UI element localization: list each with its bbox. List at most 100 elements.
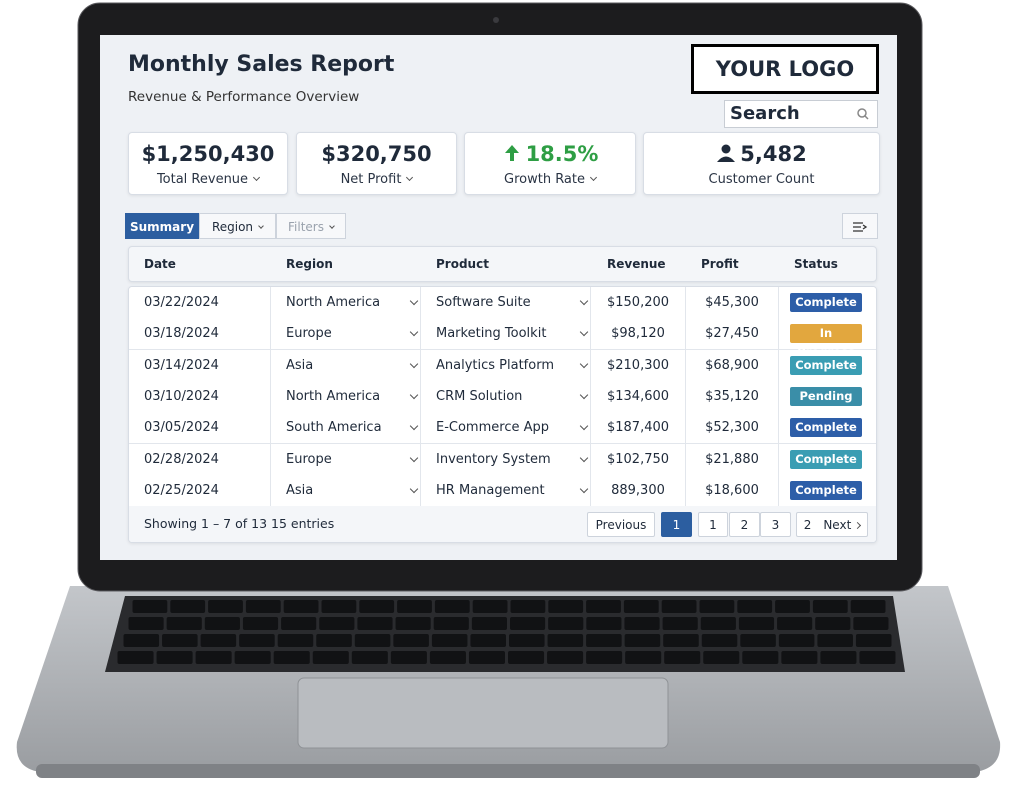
kpi-value: $320,750	[297, 142, 456, 166]
key	[166, 617, 202, 630]
cell-text: South America	[286, 420, 382, 436]
key	[703, 651, 740, 664]
column-header[interactable]: Region	[286, 257, 333, 271]
kpi-card: $1,250,430 Total Revenue	[128, 132, 288, 195]
cell-text: Marketing Toolkit	[436, 326, 547, 342]
cell-text: Analytics Platform	[436, 357, 554, 373]
table-cell: CRM Solution	[421, 380, 591, 412]
key	[510, 600, 546, 613]
dropdown-chevron	[579, 421, 589, 431]
page-button[interactable]: 2 Next	[796, 512, 868, 537]
table-cell: 02/28/2024	[129, 443, 271, 475]
key	[510, 617, 546, 630]
table-cell: 03/18/2024	[129, 318, 271, 350]
key	[281, 617, 317, 630]
tab-label: Region	[211, 220, 254, 234]
kpi-value-text: 18.5%	[525, 142, 599, 166]
key	[200, 634, 237, 647]
cell-text: 889,300	[611, 482, 665, 498]
page-label: 1	[672, 518, 681, 532]
table-cell: In Progress	[779, 318, 876, 359]
dropdown-chevron	[406, 173, 414, 182]
tab[interactable]: Region	[199, 213, 276, 239]
dropdown-chevron	[579, 296, 589, 306]
status-badge: Complete	[790, 480, 862, 500]
key	[586, 600, 621, 613]
table-cell: Inventory System	[421, 443, 591, 475]
table-cell: $27,450	[686, 318, 779, 350]
column-header[interactable]: Revenue	[607, 257, 666, 271]
cell-text: $98,120	[611, 326, 665, 342]
page-button[interactable]: 1	[698, 512, 728, 537]
cell-text: $210,300	[606, 357, 670, 373]
tab[interactable]: Summary	[125, 213, 199, 239]
key	[778, 634, 815, 647]
dropdown-chevron	[579, 359, 589, 368]
table-cell: Complete	[779, 287, 876, 318]
key	[625, 651, 662, 664]
trackpad	[297, 677, 669, 749]
cell-text: $150,200	[606, 295, 670, 310]
status-badge: Complete	[790, 355, 862, 375]
table-cell: Europe	[271, 318, 421, 350]
table-cell: 03/10/2024	[129, 380, 271, 412]
kpi-label-text: Growth Rate	[504, 172, 585, 187]
key	[429, 651, 466, 664]
kpi-value-text: $320,750	[321, 142, 432, 166]
logo: YOUR LOGO HERE	[691, 44, 879, 125]
export-button[interactable]	[842, 213, 878, 239]
table-footer: Showing 1 – 7 of 13 15 entries Previous 1…	[129, 506, 876, 542]
cell-text: $187,400	[606, 420, 670, 436]
page-button[interactable]: 1	[661, 512, 692, 537]
key	[393, 634, 429, 647]
key	[742, 651, 779, 664]
page-button[interactable]: 2	[729, 512, 760, 537]
key	[859, 651, 896, 664]
column-header[interactable]: Date	[144, 257, 176, 271]
key	[316, 634, 352, 647]
table-cell: Complete	[779, 444, 876, 475]
table-cell: $150,200	[591, 287, 686, 318]
key	[354, 634, 391, 647]
page-label: 2	[803, 518, 812, 532]
dropdown-chevron	[589, 173, 598, 182]
key	[434, 600, 470, 613]
search-box[interactable]: Search	[724, 100, 878, 128]
dropdown-chevron	[579, 453, 589, 462]
key	[321, 600, 357, 613]
column-header[interactable]: Status	[794, 257, 838, 271]
page-label: 2	[740, 518, 749, 532]
key	[820, 651, 857, 664]
cell-text: $68,900	[705, 357, 759, 373]
kpi-card: $320,750 Net Profit	[296, 132, 457, 195]
cell-text: HR Management	[436, 482, 545, 498]
table-cell: 03/22/2024	[129, 287, 271, 318]
cell-text: $18,600	[705, 482, 759, 498]
table-cell: Complete	[779, 412, 876, 443]
table-cell: $18,600	[686, 474, 779, 506]
page-button[interactable]: 3	[760, 512, 791, 537]
table-cell: $187,400	[591, 412, 686, 444]
key	[812, 600, 848, 613]
cell-text: North America	[286, 388, 381, 404]
key	[508, 651, 545, 664]
key	[509, 634, 545, 647]
tab[interactable]: Filters	[276, 213, 346, 239]
key	[433, 617, 469, 630]
kpi-label: Growth Rate	[465, 172, 635, 187]
table-row: 03/14/2024 Asia Analytics Platform $210,300…	[129, 349, 876, 382]
cell-text: $27,450	[705, 326, 759, 342]
table-cell: Analytics Platform	[421, 349, 591, 381]
column-header[interactable]: Product	[436, 257, 489, 271]
cell-text: Asia	[286, 482, 314, 498]
key	[623, 600, 659, 613]
column-header[interactable]: Profit	[701, 257, 739, 271]
key	[204, 617, 240, 630]
key	[737, 600, 773, 613]
kpi-label: Total Revenue	[129, 172, 287, 187]
table-cell: 889,300	[591, 474, 686, 506]
key	[586, 617, 622, 630]
page-label: Previous	[595, 518, 647, 532]
page-button[interactable]: Previous	[587, 512, 655, 537]
dropdown-chevron	[579, 484, 589, 494]
